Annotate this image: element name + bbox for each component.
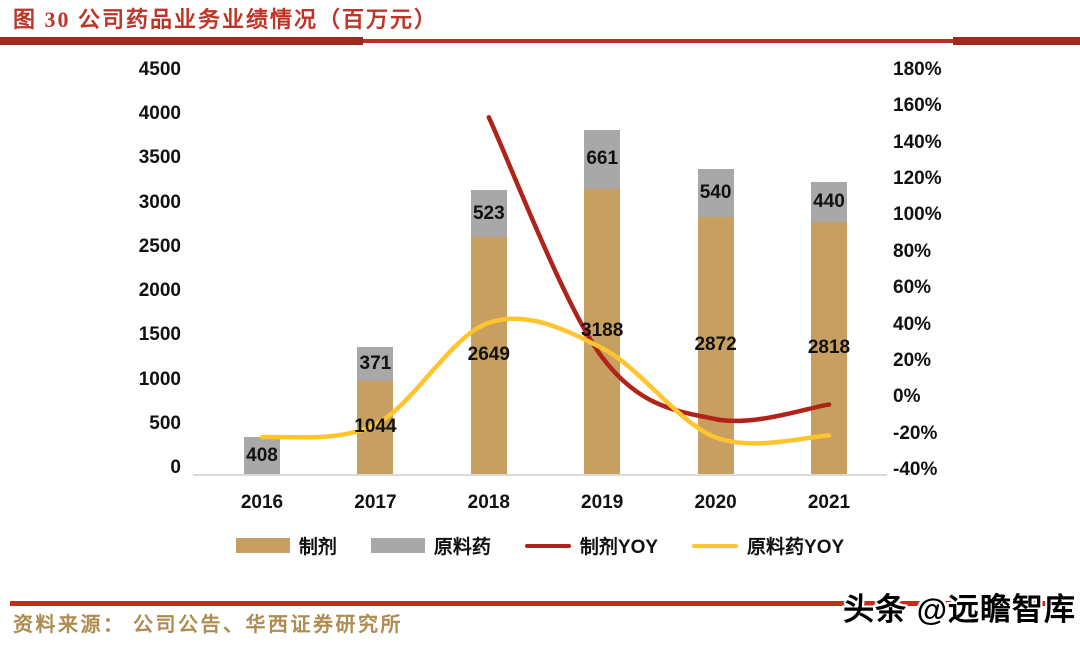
bar-value-label: 2649 (467, 344, 510, 366)
legend-item: 原料药YOY (692, 532, 844, 559)
title-rule-left (0, 37, 363, 45)
x-axis-line (193, 474, 887, 476)
right-axis-tick: -40% (893, 459, 938, 481)
legend-line-swatch (692, 543, 739, 548)
title-rule-right (953, 37, 1080, 45)
source-note: 资料来源： 公司公告、华西证券研究所 (13, 614, 403, 636)
legend-item: 原料药 (370, 532, 491, 559)
legend-item: 制剂 (235, 532, 337, 559)
x-axis-label: 2016 (240, 492, 284, 513)
bar-value-label: 540 (699, 181, 732, 203)
legend-label: 原料药YOY (747, 537, 845, 558)
figure-title: 图 30 公司药品业务业绩情况（百万元） (13, 7, 439, 32)
right-axis-tick: 80% (893, 240, 932, 262)
title-rule-middle (363, 39, 953, 43)
right-axis-tick: 160% (893, 95, 942, 117)
bar-value-label: 3188 (581, 320, 624, 342)
x-axis-label: 2021 (807, 492, 851, 513)
legend-label: 制剂YOY (579, 537, 659, 558)
left-axis-tick: 1500 (138, 324, 181, 346)
x-axis-label: 2017 (354, 492, 397, 513)
legend-line-swatch (524, 543, 571, 548)
right-axis-tick: 40% (893, 313, 932, 335)
yoy-line (486, 115, 832, 424)
right-axis-tick: 180% (893, 59, 942, 81)
bar-value-label: 371 (359, 352, 392, 374)
left-axis-tick: 3000 (138, 191, 181, 213)
right-axis-tick: 120% (893, 168, 942, 190)
legend-bar-swatch (370, 538, 425, 553)
legend: 制剂 原料药 制剂YOY 原料药YOY (0, 532, 1080, 559)
left-axis-tick: 0 (170, 457, 181, 478)
bar-value-label: 661 (586, 148, 619, 170)
left-axis-tick: 4000 (138, 103, 181, 125)
right-axis-tick: -20% (893, 422, 938, 444)
right-axis-tick: 60% (893, 277, 932, 299)
left-axis-tick: 1000 (138, 368, 181, 390)
legend-bar-swatch (235, 538, 290, 553)
bar-value-label: 2818 (807, 336, 851, 358)
legend-item: 制剂YOY (524, 532, 659, 559)
bar-value-label: 408 (246, 444, 278, 466)
bottom-rule (10, 601, 1072, 606)
watermark: 头条 @远瞻智库 (843, 592, 1076, 627)
bar-value-label: 523 (472, 202, 505, 224)
right-axis-tick: 140% (893, 131, 942, 153)
x-axis-label: 2019 (581, 492, 624, 513)
bar-value-label: 2872 (694, 334, 737, 356)
bar-value-label: 1044 (354, 416, 397, 438)
bar-value-label: 440 (813, 191, 845, 213)
left-axis-tick: 4500 (138, 59, 181, 80)
legend-label: 原料药 (433, 537, 491, 558)
right-axis-tick: 20% (893, 349, 932, 371)
left-axis-tick: 2500 (138, 235, 181, 257)
left-axis-tick: 2000 (138, 280, 181, 302)
left-axis-tick: 3500 (138, 147, 181, 169)
x-axis-label: 2020 (694, 492, 737, 513)
left-axis-tick: 500 (149, 412, 181, 434)
legend-label: 制剂 (298, 537, 337, 558)
right-axis-tick: 0% (893, 386, 921, 408)
right-axis-tick: 100% (893, 204, 942, 226)
x-axis-label: 2018 (467, 492, 510, 513)
